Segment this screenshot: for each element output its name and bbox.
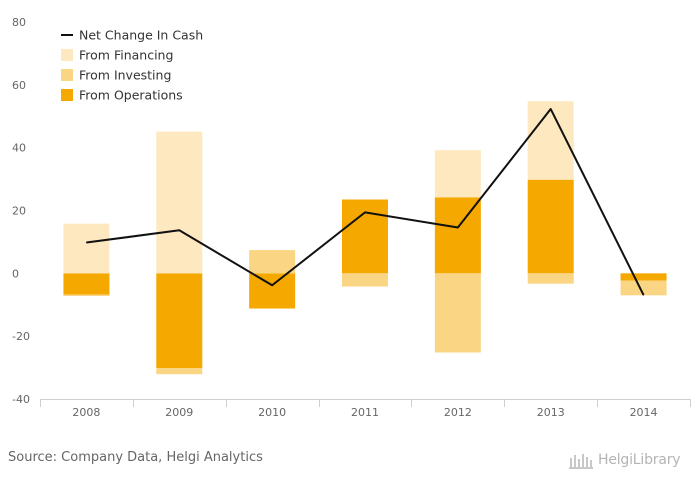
x-tick-label: 2011: [351, 406, 379, 419]
bar-from-operations: [434, 197, 481, 274]
bar-from-investing: [156, 368, 203, 375]
legend-label: Net Change In Cash: [79, 28, 203, 43]
bar-from-financing: [63, 223, 110, 274]
y-tick-label: -40: [12, 393, 30, 406]
bars: [63, 101, 667, 375]
brand-logo: HelgiLibrary: [568, 449, 681, 471]
legend-label: From Operations: [79, 88, 183, 103]
legend-swatch: [61, 69, 73, 81]
bar-from-financing: [434, 150, 481, 198]
x-tick-label: 2012: [444, 406, 472, 419]
bar-from-investing: [63, 294, 110, 296]
y-axis: 80 60 40 20 0 -20 -40: [12, 16, 30, 406]
bar-from-operations: [249, 273, 296, 309]
bar-from-investing: [527, 273, 574, 284]
brand-name: HelgiLibrary: [598, 452, 681, 468]
net-change-point: [271, 284, 273, 286]
net-change-point: [550, 108, 552, 110]
legend-swatch: [61, 49, 73, 61]
bar-from-investing: [434, 273, 481, 353]
legend-label: From Investing: [79, 68, 171, 83]
library-icon: [569, 454, 593, 469]
net-change-line: [85, 108, 645, 296]
x-tick-label: 2009: [165, 406, 193, 419]
y-tick-label: 60: [12, 79, 26, 92]
bar-from-operations: [620, 273, 667, 281]
y-tick-label: 40: [12, 142, 26, 155]
x-tick-label: 2014: [630, 406, 658, 419]
net-change-point: [364, 211, 366, 213]
bar-from-investing: [620, 280, 667, 296]
net-change-point: [178, 229, 180, 231]
bar-from-operations: [63, 273, 110, 295]
bar-from-financing: [156, 131, 203, 274]
net-change-point: [457, 226, 459, 228]
x-tick-label: 2013: [537, 406, 565, 419]
bar-from-operations: [156, 273, 203, 369]
y-tick-label: 80: [12, 16, 26, 29]
x-axis: 2008 2009 2010 2011 2012 2013 2014: [40, 399, 691, 419]
legend-label: From Financing: [79, 48, 173, 63]
net-change-point: [643, 294, 645, 296]
legend: Net Change In Cash From Financing From Inv…: [61, 28, 203, 103]
bar-from-operations: [527, 179, 574, 274]
legend-swatch: [61, 89, 73, 101]
bar-from-investing: [249, 250, 296, 274]
net-change-point: [85, 242, 87, 244]
y-tick-label: -20: [12, 330, 30, 343]
x-tick-label: 2008: [72, 406, 100, 419]
y-tick-label: 0: [12, 267, 19, 280]
source-note: Source: Company Data, Helgi Analytics: [8, 450, 263, 465]
bar-from-investing: [342, 273, 388, 287]
bar-from-operations: [342, 199, 388, 274]
y-tick-label: 20: [12, 205, 26, 218]
x-tick-label: 2010: [258, 406, 286, 419]
